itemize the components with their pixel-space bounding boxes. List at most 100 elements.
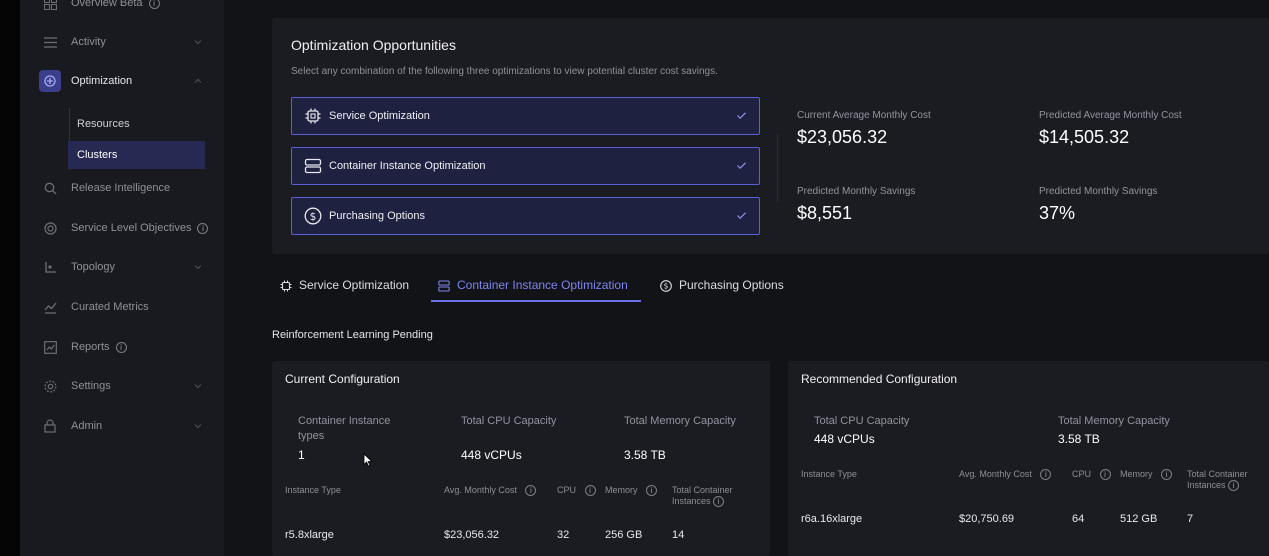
metric-label: Predicted Monthly Savings: [797, 186, 916, 197]
sidebar-item-optimization[interactable]: Optimization: [20, 65, 224, 97]
info-icon: i: [148, 0, 160, 9]
chevron-up-icon: [194, 78, 202, 83]
optimization-opportunities-panel: Optimization Opportunities Select any co…: [272, 18, 1269, 254]
cell-instance-type: r6a.16xlarge: [801, 513, 863, 525]
panel-title: Optimization Opportunities: [291, 37, 456, 53]
header-label: CPU: [557, 485, 577, 495]
chevron-down-icon: [194, 384, 202, 389]
summary-label: Total CPU Capacity: [461, 415, 557, 427]
tab-purchasing-options[interactable]: $ Purchasing Options: [660, 278, 784, 302]
metric-value: $23,056.32: [797, 127, 888, 147]
sidebar-item-label: Admin: [71, 420, 103, 432]
tab-container-instance-optimization[interactable]: Container Instance Optimization: [438, 278, 628, 302]
sidebar-item-activity[interactable]: Activity: [20, 26, 224, 58]
sidebar-item-label: Service Level Objectives: [71, 222, 192, 234]
column-header-cpu: CPU i: [557, 485, 596, 497]
sidebar-subitem-clusters[interactable]: Clusters: [68, 141, 205, 169]
chip-icon: [280, 280, 292, 292]
sidebar-item-label: Settings: [71, 380, 111, 392]
svg-text:$: $: [664, 282, 669, 291]
recommended-configuration-card: Recommended Configuration Total CPU Capa…: [788, 361, 1269, 556]
sidebar-item-curated-metrics[interactable]: Curated Metrics: [20, 291, 224, 323]
check-icon: [737, 162, 746, 170]
tab-service-optimization[interactable]: Service Optimization: [280, 278, 409, 302]
sidebar-item-label: Topology: [71, 261, 116, 273]
sidebar-item-label: Overview Beta: [71, 0, 143, 9]
column-header-avg-cost: Avg. Monthly Cost i: [444, 485, 537, 497]
report-icon: [42, 339, 58, 355]
header-label: Total Container Instances: [672, 485, 733, 506]
header-label: Memory: [1120, 469, 1153, 479]
cell-memory: 512 GB: [1120, 513, 1158, 525]
submenu-guide-line: [69, 108, 70, 170]
card-title: Recommended Configuration: [801, 372, 958, 386]
option-label: Container Instance Optimization: [329, 160, 486, 172]
sidebar-item-slo[interactable]: Service Level Objectives i: [20, 212, 224, 244]
chip-icon: [305, 108, 321, 124]
sidebar-item-settings[interactable]: Settings: [20, 370, 224, 402]
chevron-down-icon: [194, 424, 202, 429]
window-edge: [0, 0, 20, 556]
metric-value: $8,551: [797, 203, 853, 223]
sidebar-item-label: Release Intelligence: [71, 182, 171, 194]
target-icon: [42, 220, 58, 236]
metric-label: Predicted Average Monthly Cost: [1039, 110, 1182, 121]
gear-icon: [42, 378, 58, 394]
check-icon: [737, 212, 746, 220]
metric-value: 37%: [1039, 203, 1076, 223]
info-icon: i: [646, 485, 658, 497]
topology-icon: [42, 259, 58, 275]
card-title: Current Configuration: [285, 372, 400, 386]
summary-label: Total Memory Capacity: [1058, 415, 1170, 427]
metric-label: Predicted Monthly Savings: [1039, 186, 1158, 197]
purchasing-options-option[interactable]: $ Purchasing Options: [291, 197, 760, 235]
sidebar-item-overview[interactable]: Overview Beta i: [20, 0, 224, 19]
info-icon: i: [1161, 469, 1173, 481]
cell-cpu: 64: [1072, 513, 1085, 525]
search-icon: [42, 180, 58, 196]
column-header-total-instances: Total Container Instances i: [672, 485, 742, 508]
info-icon: i: [1228, 480, 1240, 492]
sidebar: Overview Beta i Activity Optimization Res…: [20, 0, 224, 556]
tab-label: Container Instance Optimization: [457, 278, 628, 292]
header-label: Total Container Instances: [1187, 469, 1248, 490]
column-header-memory: Memory i: [605, 485, 658, 497]
grid-icon: [42, 0, 58, 11]
service-optimization-option[interactable]: Service Optimization: [291, 97, 760, 135]
header-label: CPU: [1072, 469, 1092, 479]
sidebar-item-reports[interactable]: Reports i: [20, 331, 224, 363]
cell-total-instances: 14: [672, 529, 685, 541]
header-label: Avg. Monthly Cost: [444, 485, 517, 495]
summary-label: Container Instance types: [298, 415, 391, 442]
cell-avg-cost: $20,750.69: [959, 513, 1015, 525]
info-icon: i: [525, 485, 537, 497]
sidebar-subitem-label: Resources: [77, 118, 130, 130]
summary-label: Total Memory Capacity: [624, 415, 736, 427]
container-instance-optimization-option[interactable]: Container Instance Optimization: [291, 147, 760, 185]
column-header-total-instances: Total Container Instances i: [1187, 469, 1257, 492]
option-label: Purchasing Options: [329, 210, 425, 222]
current-configuration-card: Current Configuration Container Instance…: [272, 361, 770, 556]
sidebar-item-topology[interactable]: Topology: [20, 251, 224, 283]
server-icon: [438, 280, 450, 292]
summary-label: Total CPU Capacity: [814, 415, 910, 427]
metric-value: $14,505.32: [1039, 127, 1130, 147]
sidebar-subitem-label: Clusters: [77, 149, 118, 161]
check-icon: [737, 112, 746, 120]
column-header-instance-type: Instance Type: [801, 469, 857, 479]
sidebar-subitem-resources[interactable]: Resources: [68, 110, 205, 138]
sidebar-item-release-intelligence[interactable]: Release Intelligence: [20, 172, 224, 204]
predicted-monthly-savings-percent: Predicted Monthly Savings 37%: [1039, 186, 1157, 224]
info-icon: i: [1099, 469, 1111, 481]
cell-total-instances: 7: [1187, 513, 1194, 525]
header-label: Memory: [605, 485, 638, 495]
tab-label: Service Optimization: [299, 278, 410, 292]
tab-label: Purchasing Options: [679, 278, 784, 292]
predicted-average-monthly-cost: Predicted Average Monthly Cost $14,505.3…: [1039, 110, 1182, 148]
info-icon: i: [115, 341, 127, 353]
dollar-circle-icon: $: [660, 280, 672, 292]
active-tab-indicator: [431, 300, 641, 302]
summary-value: 448 vCPUs: [814, 432, 875, 446]
sidebar-item-admin[interactable]: Admin: [20, 410, 224, 442]
cell-avg-cost: $23,056.32: [444, 529, 500, 541]
